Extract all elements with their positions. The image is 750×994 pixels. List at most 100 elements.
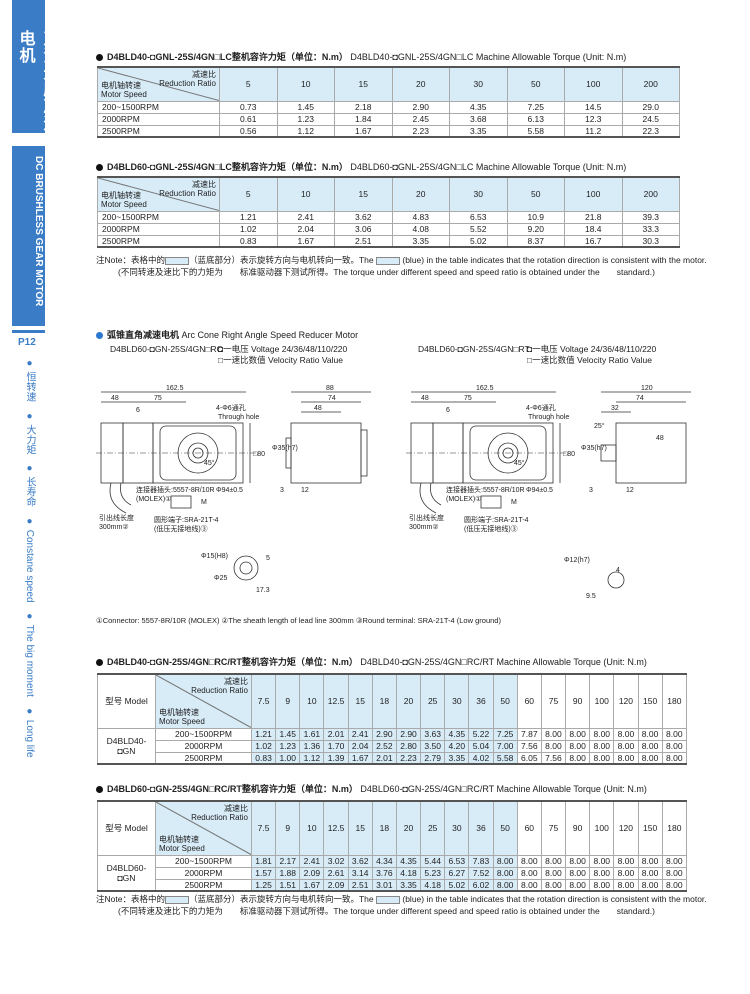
torque-cell: 2.09 — [299, 866, 325, 880]
ratio-header: 25 — [420, 673, 446, 729]
torque-cell: 1.21 — [250, 727, 277, 741]
torque-cell: 4.35 — [449, 100, 508, 114]
feature-item: ● 恒转速 — [24, 358, 35, 402]
torque-cell: 5.58 — [506, 124, 565, 138]
torque-cell: 1.25 — [250, 878, 277, 892]
speed-cell: 200~1500RPM — [97, 100, 220, 114]
dimension-label: Φ35(h7) — [272, 445, 298, 452]
torque-cell: 7.83 — [468, 854, 494, 868]
speed-label-en: Motor Speed — [101, 89, 147, 99]
ratio-header: 150 — [637, 800, 663, 856]
ratio-header: 20 — [391, 176, 450, 212]
ratio-header: 30 — [449, 66, 508, 102]
torque-cell: 4.34 — [371, 854, 397, 868]
torque-cell: 7.87 — [516, 727, 542, 741]
torque-cell: 8.00 — [589, 739, 615, 753]
torque-cell: 24.5 — [621, 112, 680, 126]
ratio-label-en: Reduction Ratio — [159, 189, 216, 198]
torque-cell: 3.68 — [449, 112, 508, 126]
speed-label: 电机轴转速 Motor Speed — [101, 191, 147, 209]
table-row: 200~1500RPM 1.21 2.41 3.62 4.83 6.53 10.9 21.8 3… — [97, 210, 680, 224]
dimension-label: 48 — [314, 405, 322, 412]
torque-cell: 8.00 — [516, 866, 542, 880]
dimension-label: 5 — [266, 555, 270, 562]
torque-cell: 8.00 — [516, 878, 542, 892]
ratio-header: 100 — [564, 176, 623, 212]
torque-cell: 6.53 — [444, 854, 470, 868]
torque-cell: 1.70 — [323, 739, 349, 753]
torque-cell: 1.39 — [323, 751, 349, 765]
right-model: D4BLD60-◘GN-25S/4GN□RT — [418, 344, 530, 354]
speed-label-cn: 电机轴转速 — [101, 80, 141, 90]
ratio-header: 7.5 — [250, 800, 277, 856]
dimension-label: Through hole — [528, 414, 569, 421]
ratio-label-cn: 减速比 — [224, 804, 248, 813]
blue-swatch — [164, 895, 189, 904]
torque-cell: 1.02 — [250, 739, 277, 753]
dimension-label: 45° — [204, 459, 215, 467]
torque-cell: 8.00 — [492, 866, 518, 880]
dimension-label: 4-Φ6通孔 — [526, 403, 556, 412]
dimension-label: 45° — [514, 459, 525, 467]
torque-cell: 7.25 — [506, 100, 565, 114]
ratio-header: 15 — [334, 176, 393, 212]
dimension-label: 300mm② — [99, 523, 129, 531]
torque-cell: 8.00 — [516, 854, 542, 868]
ratio-header: 18 — [371, 673, 397, 729]
torque-cell: 8.00 — [540, 878, 567, 892]
table4-title: D4BLD60-◘GN-25S/4GN□RC/RT整机容许力矩（单位：N.m） … — [96, 782, 647, 795]
torque-cell: 0.73 — [219, 100, 278, 114]
speed-label: 电机轴转速 Motor Speed — [159, 708, 205, 726]
torque-cell: 29.0 — [621, 100, 680, 114]
ratio-header: 30 — [444, 800, 470, 856]
table2-title: D4BLD60-◘GNL-25S/4GN□LC整机容许力矩（单位：N.m） D4… — [96, 160, 626, 173]
dimension-label: 75 — [464, 395, 472, 402]
dimension-label: 48 — [421, 395, 429, 402]
torque-cell: 1.00 — [275, 751, 301, 765]
torque-cell: 11.2 — [564, 124, 623, 138]
speed-cell: 200~1500RPM — [155, 727, 252, 741]
section3-title: 弧锥直角减速电机 Arc Cone Right Angle Speed Redu… — [96, 328, 358, 341]
dimension-label: 48 — [656, 435, 664, 442]
torque-cell: 8.00 — [661, 854, 688, 868]
torque-cell: 3.35 — [395, 878, 422, 892]
speed-label: 电机轴转速 Motor Speed — [101, 81, 147, 99]
ratio-header: 100 — [589, 800, 615, 856]
ratio-header: 9 — [275, 800, 301, 856]
dimension-label: Φ12(h7) — [564, 557, 590, 564]
torque-cell: 1.45 — [275, 727, 301, 741]
speed-label-en: Motor Speed — [101, 199, 147, 209]
torque-cell: 12.3 — [564, 112, 623, 126]
ratio-header: 50 — [506, 176, 565, 212]
right-drawing — [406, 391, 691, 589]
torque-cell: 5.44 — [420, 854, 446, 868]
torque-cell: 39.3 — [621, 210, 680, 224]
torque-cell: 8.00 — [565, 727, 591, 741]
dimension-label: Φ35(h7) — [581, 445, 607, 452]
header-row: 减速比 Reduction Ratio 电机轴转速 Motor Speed 5 10 15 2… — [97, 176, 680, 212]
table-row: 2000RPM 1.57 1.88 2.09 2.61 3.14 3.76 4.18 5.23 6… — [98, 866, 688, 880]
torque-cell: 8.00 — [613, 854, 639, 868]
torque-cell: 0.56 — [219, 124, 278, 138]
torque-table-d4bld40-rc-rt: 型号 Model 减速比 Reduction Ratio 电机轴转速 Motor Spe… — [97, 673, 688, 765]
dimension-label: 74 — [636, 395, 644, 402]
speed-cell: 2500RPM — [97, 124, 220, 138]
torque-cell: 8.00 — [613, 727, 639, 741]
blue-swatch — [164, 256, 189, 265]
ratio-header: 20 — [395, 800, 422, 856]
table-corner-header: 减速比 Reduction Ratio 电机轴转速 Motor Speed — [155, 673, 252, 729]
torque-cell: 7.56 — [516, 739, 542, 753]
dimension-label: 75 — [154, 395, 162, 402]
sidebar-en-title: DC BRUSHLESS GEAR MOTOR — [33, 156, 44, 307]
torque-cell: 0.83 — [219, 234, 278, 248]
feature-item: ● 长寿命 — [24, 463, 35, 507]
dimension-label: □80 — [563, 451, 575, 458]
dimension-label: 162.5 — [166, 385, 184, 392]
speed-cell: 200~1500RPM — [155, 854, 252, 868]
torque-cell: 10.9 — [506, 210, 565, 224]
table-row: 2500RPM 0.83 1.00 1.12 1.39 1.67 2.01 2.23 2.79 3… — [98, 751, 688, 765]
ratio-header: 12.5 — [323, 673, 349, 729]
note-line-2b: (不同转速及速比下的力矩为 标准驱动器下测试所得。The torque unde… — [118, 906, 655, 916]
torque-cell: 8.00 — [565, 739, 591, 753]
dimension-label: □80 — [253, 451, 265, 458]
